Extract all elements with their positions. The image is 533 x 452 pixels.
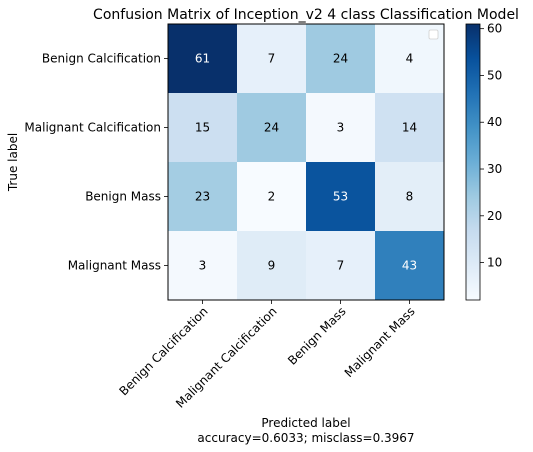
matrix-cell xyxy=(375,162,445,232)
cell-value: 23 xyxy=(195,190,210,204)
cell-value: 7 xyxy=(268,52,276,66)
colorbar-gradient xyxy=(465,23,481,301)
matrix-cell xyxy=(168,231,238,301)
cell-value: 15 xyxy=(195,121,210,135)
cell-value: 61 xyxy=(195,52,210,66)
matrix-cell xyxy=(375,231,445,301)
y-axis-label: True label xyxy=(6,133,20,192)
cell-value: 7 xyxy=(337,259,345,273)
cell-value: 9 xyxy=(268,259,276,273)
colorbar-tick-label: 30 xyxy=(487,162,502,176)
cell-value: 24 xyxy=(333,52,348,66)
colorbar: 10 20 30 40 50 60 xyxy=(465,22,502,301)
cell-value: 43 xyxy=(402,259,417,273)
chart-title: Confusion Matrix of Inception_v2 4 class… xyxy=(93,7,519,23)
cell-value: 4 xyxy=(406,52,414,66)
cell-value: 2 xyxy=(268,190,276,204)
matrix-cell xyxy=(168,93,238,163)
colorbar-tick-label: 20 xyxy=(487,209,502,223)
y-tick-label: Malignant Calcification xyxy=(24,121,161,135)
cell-value: 3 xyxy=(199,259,207,273)
y-tick-label: Benign Mass xyxy=(85,190,161,204)
matrix-cell xyxy=(306,24,376,94)
matrix-cell xyxy=(306,93,376,163)
x-axis-label: Predicted label xyxy=(261,416,350,430)
cell-value: 8 xyxy=(406,190,414,204)
matrix-cell xyxy=(168,24,238,94)
y-tick-label: Benign Calcification xyxy=(42,52,161,66)
matrix-cell xyxy=(375,93,445,163)
colorbar-tick-label: 10 xyxy=(487,256,502,270)
colorbar-tick-label: 60 xyxy=(487,22,502,36)
x-axis-sublabel: accuracy=0.6033; misclass=0.3967 xyxy=(197,431,414,445)
plot-frame xyxy=(167,23,445,301)
x-tick-label: Malignant Mass xyxy=(342,304,418,380)
matrix-cell xyxy=(237,231,307,301)
matrix-cell xyxy=(237,24,307,94)
cell-value: 53 xyxy=(333,190,348,204)
colorbar-tick-label: 40 xyxy=(487,115,502,129)
matrix-cell xyxy=(237,162,307,232)
cell-value: 3 xyxy=(337,121,345,135)
legend-box xyxy=(428,29,439,40)
matrix-cell xyxy=(306,231,376,301)
cell-value: 14 xyxy=(402,121,417,135)
colorbar-tick-label: 50 xyxy=(487,68,502,82)
cell-value: 24 xyxy=(264,121,279,135)
matrix-cell xyxy=(306,162,376,232)
x-tick-label: Benign Mass xyxy=(285,304,349,368)
matrix-cell xyxy=(237,93,307,163)
y-tick-label: Malignant Mass xyxy=(68,259,161,273)
matrix-cell xyxy=(168,162,238,232)
